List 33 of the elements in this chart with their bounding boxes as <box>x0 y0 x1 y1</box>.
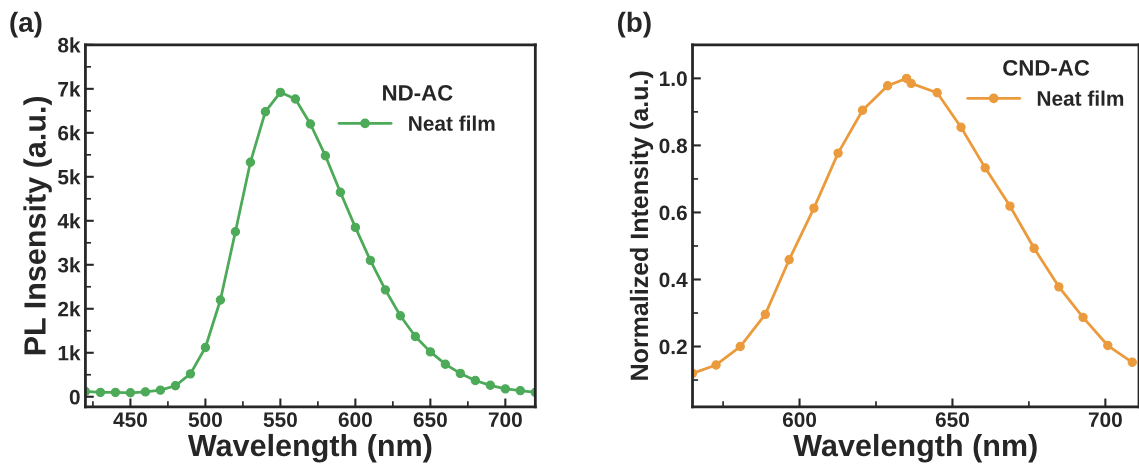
legend-label: Neat film <box>409 115 495 131</box>
y-tick-label: 0.4 <box>659 272 688 288</box>
y-tick-label: 7k <box>58 81 81 97</box>
y-tick-label: 6k <box>58 125 81 141</box>
x-tick-label: 600 <box>782 412 817 428</box>
x-tick-label: 700 <box>488 412 522 428</box>
x-tick-label: 700 <box>1088 412 1122 428</box>
y-axis-title: PL Insensity (a.u.) <box>23 96 52 355</box>
y-tick-label: 0.6 <box>659 205 687 221</box>
y-tick-label: 0 <box>69 389 80 405</box>
y-tick-label: 1.0 <box>660 71 687 87</box>
y-tick-label: 3k <box>57 257 81 273</box>
x-tick-label: 650 <box>935 412 969 428</box>
legend-title: CND-AC <box>1003 60 1090 76</box>
text: (a) <box>10 11 42 38</box>
x-axis-title: Wavelength (nm) <box>793 433 1037 463</box>
y-tick-label: 0.8 <box>659 138 688 154</box>
x-axis-title: Wavelength (nm) <box>187 433 432 463</box>
x-tick-label: 450 <box>113 412 147 428</box>
y-axis-title: Normalized Intensity (a.u.) <box>629 71 654 380</box>
y-tick-label: 4k <box>57 213 81 229</box>
x-tick-label: 600 <box>338 412 372 428</box>
y-tick-label: 2k <box>58 301 81 317</box>
text: (b) <box>617 11 651 38</box>
x-tick-label: 650 <box>413 412 447 428</box>
y-tick-label: 0.2 <box>659 339 687 355</box>
x-tick-label: 550 <box>263 412 297 428</box>
y-tick-label: 8k <box>58 37 81 53</box>
x-tick-label: 500 <box>188 412 222 428</box>
y-tick-label: 1k <box>58 345 81 361</box>
legend-label: Neat film <box>1037 90 1124 106</box>
legend-title: ND-AC <box>383 85 453 101</box>
y-tick-label: 5k <box>58 169 81 185</box>
